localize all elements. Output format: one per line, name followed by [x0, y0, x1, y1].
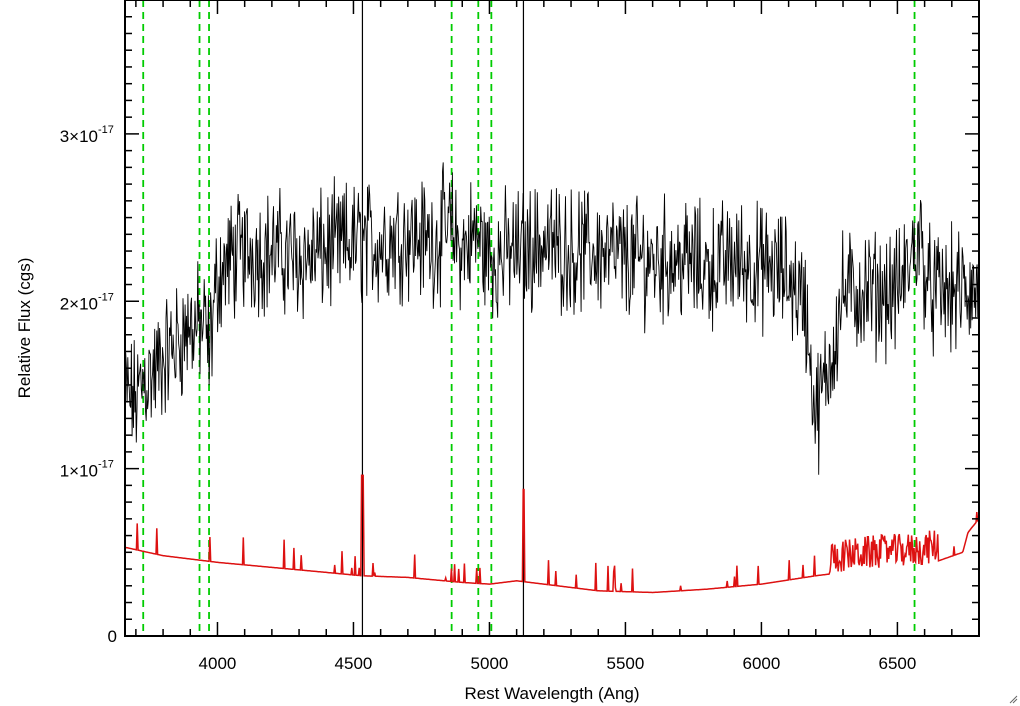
spectral-line-markers	[142, 0, 916, 636]
svg-text:-17: -17	[98, 459, 114, 471]
x-tick-label: 6500	[878, 654, 916, 673]
x-tick-label: 5500	[607, 654, 645, 673]
plot-frame	[124, 0, 980, 637]
x-tick-label: 5000	[471, 654, 509, 673]
svg-text:2×10: 2×10	[60, 294, 98, 313]
x-axis-ticks: 4000 4500 5000 5500 6000 6500	[135, 0, 980, 673]
y-axis-ticks: 01×10 -172×10 -173×10 -17	[60, 0, 979, 646]
svg-text:3×10: 3×10	[60, 127, 98, 146]
x-axis-title: Rest Wavelength (Ang)	[464, 684, 639, 703]
x-tick-label: 6000	[743, 654, 781, 673]
y-tick-label: 0	[108, 627, 117, 646]
error-spectrum-line	[124, 474, 980, 594]
y-tick-label: 2×10 -17	[60, 291, 114, 313]
svg-text:0: 0	[108, 627, 117, 646]
x-tick-label: 4000	[199, 654, 237, 673]
resize-grip-icon	[1009, 695, 1018, 704]
svg-text:-17: -17	[98, 291, 114, 303]
svg-text:1×10: 1×10	[60, 462, 98, 481]
y-axis-title: Relative Flux (cgs)	[15, 258, 34, 399]
y-tick-label: 3×10 -17	[60, 124, 114, 146]
flux-spectrum-line	[124, 162, 979, 475]
spectrum-series	[124, 162, 980, 594]
y-tick-label: 1×10 -17	[60, 459, 114, 481]
svg-text:-17: -17	[98, 124, 114, 136]
x-tick-label: 4500	[335, 654, 373, 673]
